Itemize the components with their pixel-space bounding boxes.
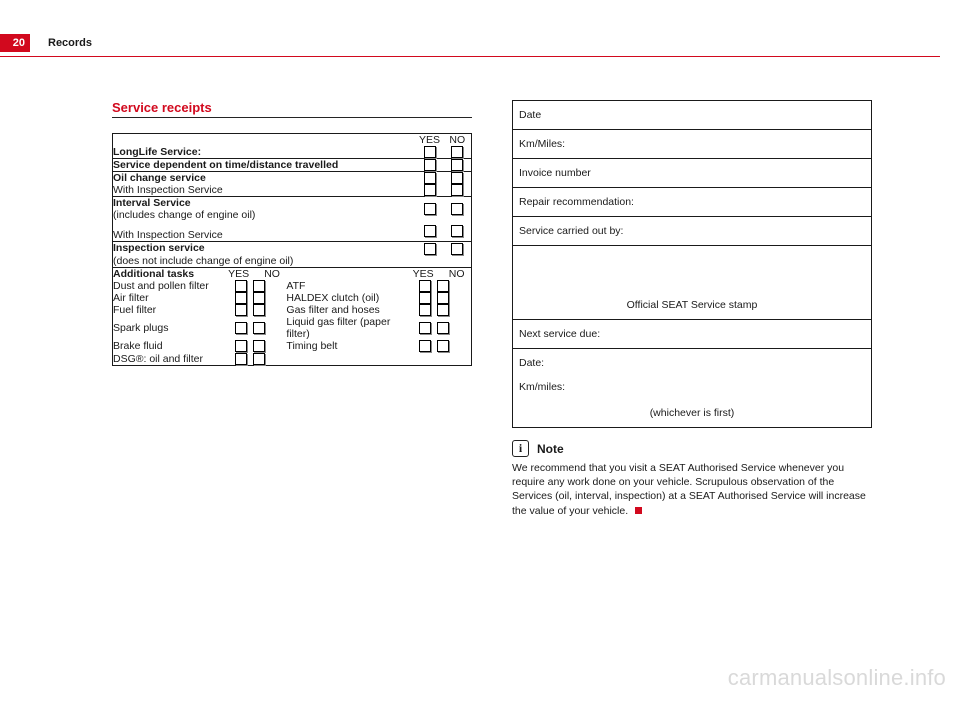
checkbox[interactable] [437, 304, 449, 316]
checkbox[interactable] [451, 243, 463, 255]
checkbox[interactable] [451, 225, 463, 237]
checkbox[interactable] [419, 280, 431, 292]
info-km: Km/Miles: [513, 130, 872, 159]
checkbox[interactable] [424, 243, 436, 255]
row-service-dependent: Service dependent on time/distance trave… [113, 158, 416, 171]
note-header: i Note [512, 440, 872, 457]
addl-item: Dust and pollen filter [113, 280, 213, 292]
addl-no-1: NO [264, 268, 286, 280]
addl-item: DSG®: oil and filter [113, 352, 213, 364]
section-heading: Service receipts [112, 100, 472, 121]
checkbox[interactable] [253, 280, 265, 292]
info-next-date: Date: [519, 357, 865, 369]
end-marker-icon [635, 507, 642, 514]
checkbox[interactable] [451, 146, 463, 158]
info-table: Date Km/Miles: Invoice number Repair rec… [512, 100, 872, 428]
checkbox[interactable] [451, 184, 463, 196]
checkbox[interactable] [235, 280, 247, 292]
col-yes: YES [416, 133, 444, 146]
checkbox[interactable] [437, 292, 449, 304]
info-date: Date [513, 101, 872, 130]
addl-item: ATF [286, 280, 397, 292]
info-invoice: Invoice number [513, 159, 872, 188]
page-number: 20 [13, 37, 25, 49]
heading-rule [112, 117, 472, 118]
addl-item: Timing belt [286, 340, 397, 352]
col-no: NO [444, 133, 472, 146]
info-icon: i [512, 440, 529, 457]
addl-no-2: NO [449, 268, 471, 280]
page-header: 20 Records [0, 34, 960, 52]
header-rule [0, 56, 940, 57]
addl-item: Air filter [113, 292, 213, 304]
checkbox[interactable] [235, 292, 247, 304]
info-next-km: Km/miles: [519, 381, 865, 393]
note-text-content: We recommend that you visit a SEAT Autho… [512, 462, 866, 517]
checkbox[interactable] [419, 340, 431, 352]
section-heading-text: Service receipts [112, 100, 212, 115]
row-interval-sub: With Inspection Service [113, 221, 416, 242]
row-longlife: LongLife Service: [113, 146, 416, 159]
checkbox[interactable] [424, 203, 436, 215]
info-next-due: Next service due: [513, 320, 872, 349]
info-stamp-caption: Official SEAT Service stamp [513, 246, 872, 320]
checkbox[interactable] [253, 304, 265, 316]
row-inspection-label: Inspection service [113, 242, 205, 254]
note-label: Note [537, 442, 564, 456]
page-content: Service receipts YES NO LongLife Service… [0, 100, 960, 701]
checkbox[interactable] [419, 322, 431, 334]
addl-item: Liquid gas filter (paper filter) [286, 316, 397, 340]
row-interval-note: (includes change of engine oil) [113, 209, 255, 221]
row-interval-label: Interval Service [113, 197, 191, 209]
checkbox[interactable] [437, 340, 449, 352]
note-text: We recommend that you visit a SEAT Autho… [512, 461, 872, 518]
watermark: carmanualsonline.info [728, 665, 946, 691]
left-column: Service receipts YES NO LongLife Service… [112, 100, 472, 518]
checkbox[interactable] [451, 203, 463, 215]
checkbox[interactable] [437, 322, 449, 334]
checkbox[interactable] [253, 353, 265, 365]
info-repair: Repair recommendation: [513, 188, 872, 217]
checkbox[interactable] [419, 304, 431, 316]
checkbox[interactable] [451, 159, 463, 171]
checkbox[interactable] [424, 146, 436, 158]
additional-tasks-table: Additional tasks YES NO YES NO Dust and … [113, 268, 471, 365]
checkbox[interactable] [424, 159, 436, 171]
checkbox[interactable] [419, 292, 431, 304]
checkbox[interactable] [424, 225, 436, 237]
checkbox[interactable] [235, 322, 247, 334]
info-footer-caption: (whichever is first) [519, 393, 865, 419]
addl-item: Fuel filter [113, 304, 213, 316]
checkbox[interactable] [253, 292, 265, 304]
checkbox[interactable] [424, 172, 436, 184]
page-number-box: 20 [0, 34, 30, 52]
addl-item: Gas filter and hoses [286, 304, 397, 316]
checkbox[interactable] [437, 280, 449, 292]
checklist-table: YES NO LongLife Service: Service depende… [112, 133, 472, 366]
addl-item: Brake fluid [113, 340, 213, 352]
checkbox[interactable] [235, 304, 247, 316]
checkbox[interactable] [253, 322, 265, 334]
additional-title: Additional tasks [113, 268, 213, 280]
checkbox[interactable] [451, 172, 463, 184]
checkbox[interactable] [235, 340, 247, 352]
right-column: Date Km/Miles: Invoice number Repair rec… [512, 100, 872, 518]
checkbox[interactable] [253, 340, 265, 352]
addl-yes-1: YES [213, 268, 264, 280]
checkbox[interactable] [235, 353, 247, 365]
row-oil-change-sub: With Inspection Service [113, 184, 416, 197]
row-inspection-note: (does not include change of engine oil) [113, 255, 416, 268]
checkbox[interactable] [424, 184, 436, 196]
addl-yes-2: YES [398, 268, 449, 280]
addl-item: Spark plugs [113, 316, 213, 340]
row-oil-change: Oil change service [113, 171, 416, 184]
header-section-title: Records [48, 37, 92, 49]
addl-item: HALDEX clutch (oil) [286, 292, 397, 304]
info-carried-out: Service carried out by: [513, 217, 872, 246]
